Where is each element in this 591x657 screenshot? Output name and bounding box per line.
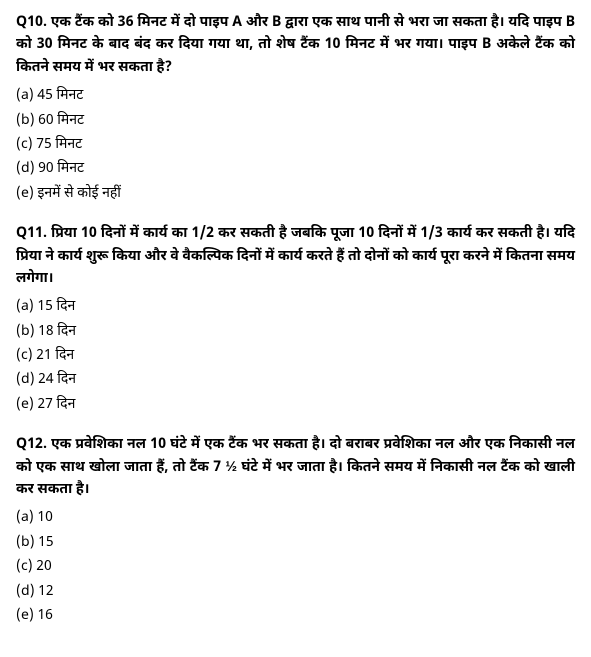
question-number: Q10.: [16, 13, 47, 32]
option-b: (b) 15: [16, 532, 575, 554]
option-b: (b) 18 दिन: [16, 321, 575, 343]
question-text: Q12. एक प्रवेशिका नल 10 घंटे में एक टैंक…: [16, 434, 575, 501]
option-a: (a) 10: [16, 507, 575, 529]
question-number: Q11.: [16, 224, 47, 243]
question-body: एक टैंक को 36 मिनट में दो पाइप A और B द्…: [16, 13, 575, 77]
option-e: (e) 16: [16, 605, 575, 627]
question-text: Q10. एक टैंक को 36 मिनट में दो पाइप A और…: [16, 12, 575, 79]
option-d: (d) 24 दिन: [16, 369, 575, 391]
question-body: प्रिया 10 दिनों में कार्य का 1/2 कर सकती…: [16, 224, 575, 288]
option-a: (a) 45 मिनट: [16, 85, 575, 107]
option-b: (b) 60 मिनट: [16, 110, 575, 132]
option-c: (c) 75 मिनट: [16, 134, 575, 156]
option-d: (d) 12: [16, 581, 575, 603]
option-a: (a) 15 दिन: [16, 296, 575, 318]
option-e: (e) इनमें से कोई नहीं: [16, 183, 575, 205]
option-d: (d) 90 मिनट: [16, 158, 575, 180]
option-c: (c) 20: [16, 556, 575, 578]
question-11: Q11. प्रिया 10 दिनों में कार्य का 1/2 कर…: [16, 223, 575, 416]
question-body: एक प्रवेशिका नल 10 घंटे में एक टैंक भर स…: [16, 435, 575, 499]
option-e: (e) 27 दिन: [16, 394, 575, 416]
question-12: Q12. एक प्रवेशिका नल 10 घंटे में एक टैंक…: [16, 434, 575, 627]
question-number: Q12.: [16, 435, 47, 454]
option-c: (c) 21 दिन: [16, 345, 575, 367]
question-text: Q11. प्रिया 10 दिनों में कार्य का 1/2 कर…: [16, 223, 575, 290]
question-10: Q10. एक टैंक को 36 मिनट में दो पाइप A और…: [16, 12, 575, 205]
